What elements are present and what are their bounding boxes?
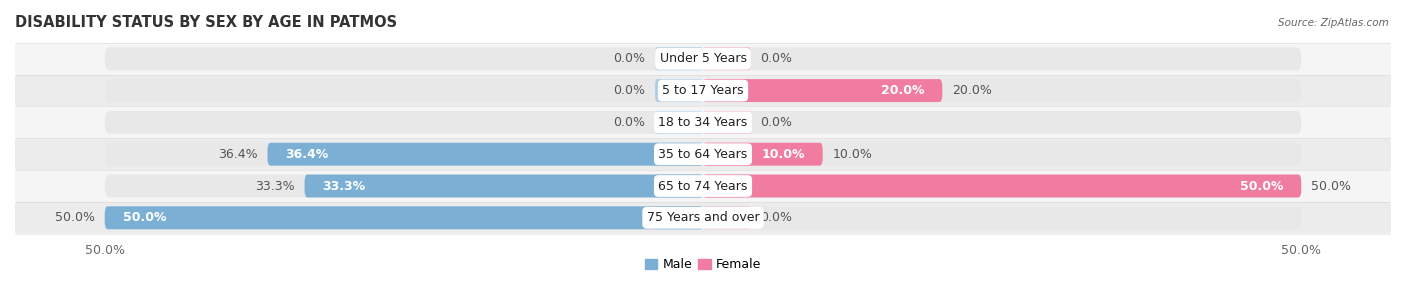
Text: 0.0%: 0.0% <box>761 52 793 65</box>
Text: 50.0%: 50.0% <box>1240 180 1284 192</box>
Text: 0.0%: 0.0% <box>613 84 645 97</box>
Text: 0.0%: 0.0% <box>761 116 793 129</box>
Text: 65 to 74 Years: 65 to 74 Years <box>658 180 748 192</box>
FancyBboxPatch shape <box>655 143 703 166</box>
FancyBboxPatch shape <box>104 47 1302 70</box>
Text: 50.0%: 50.0% <box>1310 180 1351 192</box>
FancyBboxPatch shape <box>104 206 703 229</box>
FancyBboxPatch shape <box>305 174 703 197</box>
Text: Under 5 Years: Under 5 Years <box>659 52 747 65</box>
FancyBboxPatch shape <box>15 138 1391 170</box>
FancyBboxPatch shape <box>15 202 1391 234</box>
FancyBboxPatch shape <box>267 143 703 166</box>
FancyBboxPatch shape <box>655 206 703 229</box>
FancyBboxPatch shape <box>655 79 703 102</box>
Text: 35 to 64 Years: 35 to 64 Years <box>658 148 748 161</box>
Text: 0.0%: 0.0% <box>761 211 793 224</box>
FancyBboxPatch shape <box>703 143 823 166</box>
FancyBboxPatch shape <box>104 143 1302 166</box>
FancyBboxPatch shape <box>703 47 751 70</box>
FancyBboxPatch shape <box>703 174 751 197</box>
Text: Source: ZipAtlas.com: Source: ZipAtlas.com <box>1278 18 1389 28</box>
FancyBboxPatch shape <box>15 75 1391 106</box>
Text: 33.3%: 33.3% <box>256 180 295 192</box>
Text: 18 to 34 Years: 18 to 34 Years <box>658 116 748 129</box>
Legend: Male, Female: Male, Female <box>640 253 766 276</box>
Text: 20.0%: 20.0% <box>952 84 991 97</box>
FancyBboxPatch shape <box>104 174 1302 197</box>
Text: 10.0%: 10.0% <box>761 148 804 161</box>
Text: 75 Years and over: 75 Years and over <box>647 211 759 224</box>
Text: 0.0%: 0.0% <box>613 116 645 129</box>
Text: DISABILITY STATUS BY SEX BY AGE IN PATMOS: DISABILITY STATUS BY SEX BY AGE IN PATMO… <box>15 15 396 30</box>
Text: 10.0%: 10.0% <box>832 148 872 161</box>
Text: 50.0%: 50.0% <box>55 211 96 224</box>
FancyBboxPatch shape <box>655 174 703 197</box>
Text: 0.0%: 0.0% <box>613 52 645 65</box>
FancyBboxPatch shape <box>655 111 703 134</box>
FancyBboxPatch shape <box>15 170 1391 202</box>
FancyBboxPatch shape <box>703 79 942 102</box>
FancyBboxPatch shape <box>703 143 751 166</box>
FancyBboxPatch shape <box>703 174 1302 197</box>
Text: 36.4%: 36.4% <box>218 148 257 161</box>
FancyBboxPatch shape <box>15 43 1391 75</box>
FancyBboxPatch shape <box>703 79 751 102</box>
Text: 50.0%: 50.0% <box>122 211 166 224</box>
Text: 36.4%: 36.4% <box>285 148 329 161</box>
Text: 20.0%: 20.0% <box>880 84 924 97</box>
Text: 33.3%: 33.3% <box>322 180 366 192</box>
FancyBboxPatch shape <box>703 111 751 134</box>
Text: 5 to 17 Years: 5 to 17 Years <box>662 84 744 97</box>
FancyBboxPatch shape <box>703 206 751 229</box>
FancyBboxPatch shape <box>655 47 703 70</box>
FancyBboxPatch shape <box>104 111 1302 134</box>
FancyBboxPatch shape <box>104 206 1302 229</box>
FancyBboxPatch shape <box>104 79 1302 102</box>
FancyBboxPatch shape <box>15 106 1391 138</box>
